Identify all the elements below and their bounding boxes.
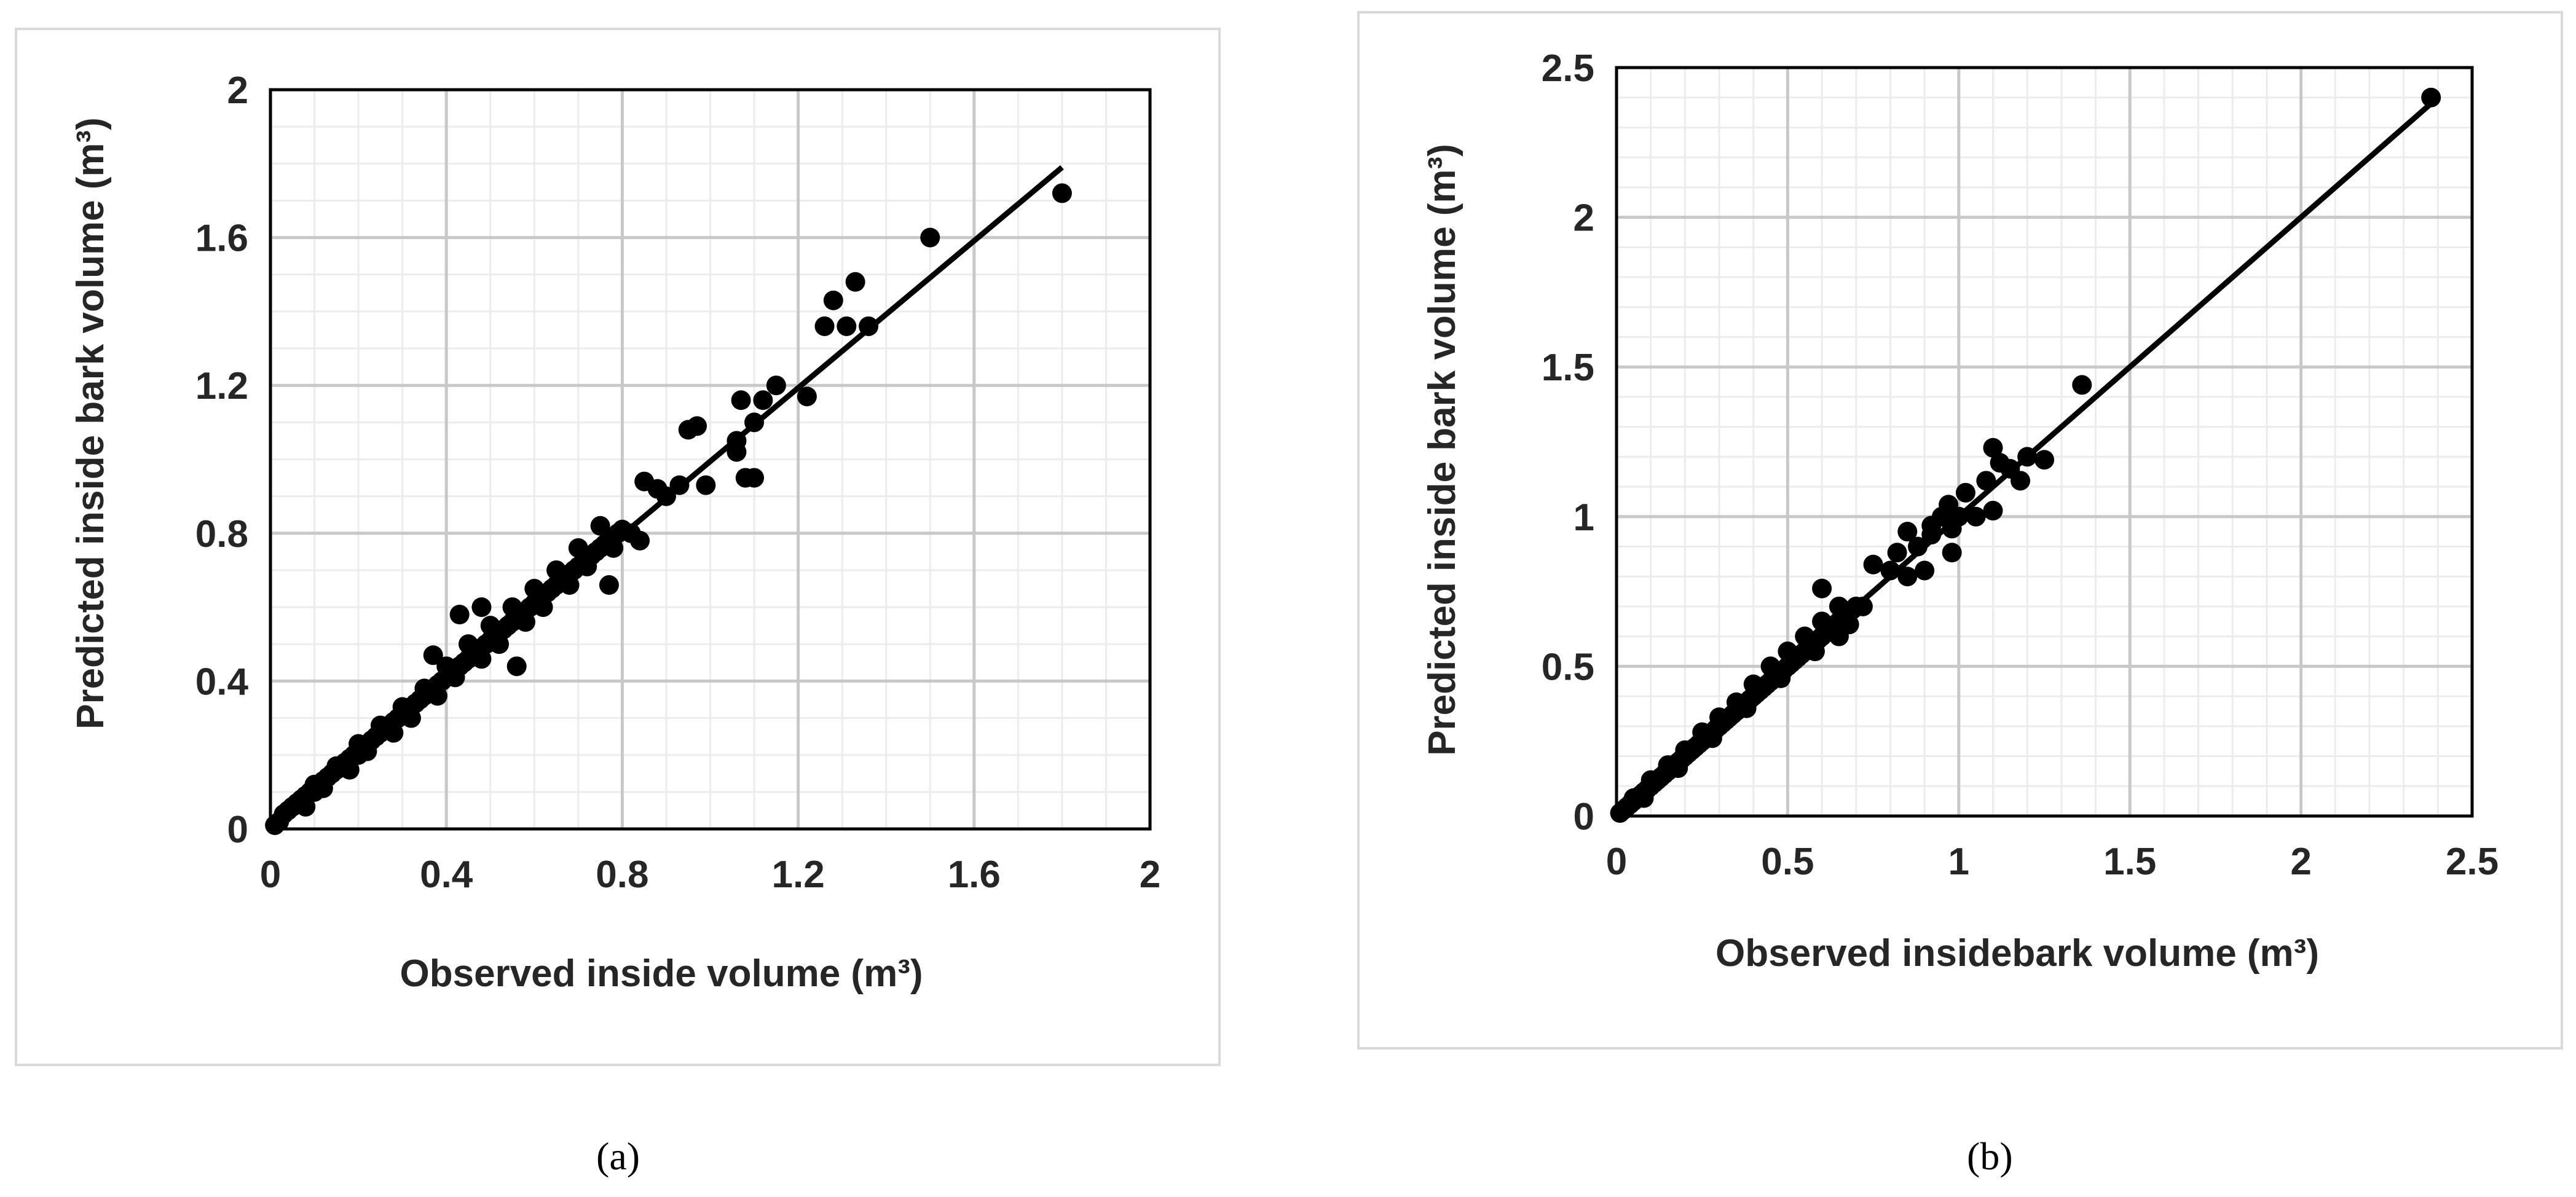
- data-point: [1052, 183, 1072, 203]
- data-point: [1863, 554, 1883, 575]
- data-point: [814, 316, 835, 336]
- y-axis-title-b: Predicted inside bark volume (m³): [1421, 144, 1463, 756]
- data-point: [471, 597, 492, 618]
- data-point: [449, 605, 470, 625]
- data-point: [502, 597, 522, 618]
- data-point: [823, 290, 843, 310]
- data-point: [480, 616, 500, 636]
- data-point: [1829, 596, 1849, 616]
- data-point: [1795, 626, 1815, 646]
- x-axis-title-b: Observed insidebark volume (m³): [1715, 932, 2319, 975]
- x-tick-label: 2: [1140, 854, 1160, 896]
- grid-b: [1617, 68, 2472, 816]
- chart-panel-b: 0 0 0.5 0.5 1 1 1.5 1.5 2 2 2.5 2.5 Observed inside…: [1357, 11, 2563, 1050]
- fit-line-b: [1615, 95, 2440, 818]
- x-tick-label: 1: [1948, 841, 1969, 883]
- y-tick-label: 0.8: [195, 513, 248, 555]
- data-point: [1778, 642, 1798, 662]
- y-tick-label: 0: [227, 809, 248, 851]
- data-point: [458, 634, 478, 654]
- data-point: [630, 530, 650, 551]
- data-point: [2011, 471, 2031, 491]
- x-tick-label: 0.4: [420, 854, 473, 896]
- y-tick-label: 2: [1574, 197, 1594, 240]
- x-tick-label: 0.8: [596, 854, 648, 896]
- x-axis-title-a: Observed inside volume (m³): [400, 952, 923, 995]
- data-point: [744, 468, 765, 488]
- data-point: [766, 375, 786, 396]
- data-point: [506, 656, 527, 677]
- data-point: [1942, 543, 1962, 563]
- fit-line-a: [269, 165, 1064, 831]
- data-point: [1921, 516, 1942, 536]
- data-point: [1812, 611, 1832, 632]
- y-axis-title-a: Predicted inside bark volume (m³): [69, 117, 112, 729]
- data-point: [1955, 482, 1975, 503]
- data-point: [837, 316, 857, 336]
- data-point: [1897, 522, 1918, 542]
- data-point: [2034, 450, 2054, 470]
- data-point: [1887, 543, 1907, 563]
- data-point: [1983, 438, 2003, 458]
- data-point: [590, 516, 610, 536]
- y-tick-label: 1.6: [195, 218, 248, 260]
- data-point: [647, 479, 668, 499]
- tick-labels-b: 00 0.5 0.5 1 1 1.5 1.5 2 2 2.5 2.5: [1542, 47, 2499, 883]
- plot-frame: [269, 88, 1152, 831]
- data-points-a: [265, 183, 1072, 835]
- x-tick-label: 2.5: [2446, 841, 2499, 883]
- y-tick-label: 1: [1574, 496, 1594, 539]
- data-point: [696, 475, 716, 495]
- x-tick-label: 1.6: [948, 854, 1001, 896]
- scatter-chart-a: 00 0.4 0.4 0.8 0.8 1.2 1.2 1.6 1.6 2 2 Observed in…: [69, 69, 1160, 995]
- fit-line: [1615, 95, 2440, 818]
- y-tick-label: 0.5: [1542, 646, 1594, 688]
- y-tick-label: 2.5: [1542, 47, 1594, 90]
- scatter-chart-b: 00 0.5 0.5 1 1 1.5 1.5 2 2 2.5 2.5 Observed inside…: [1421, 47, 2499, 975]
- axes-a: [269, 88, 1152, 831]
- data-point: [2072, 375, 2092, 395]
- data-point: [1966, 506, 1986, 527]
- data-point: [546, 560, 567, 580]
- data-point: [1983, 501, 2003, 521]
- data-point: [687, 416, 707, 436]
- data-point: [1812, 578, 1832, 598]
- data-point: [731, 390, 751, 410]
- x-tick-label: 1.2: [771, 854, 824, 896]
- plot-frame: [1615, 66, 2474, 818]
- data-point: [524, 579, 545, 599]
- data-point: [1829, 626, 1849, 646]
- data-point: [599, 575, 619, 595]
- data-point: [753, 390, 773, 410]
- data-point: [920, 227, 940, 248]
- data-point: [1915, 560, 1935, 581]
- data-point: [797, 387, 817, 407]
- data-point: [423, 645, 443, 665]
- chart-panel-a: 0 0 0.4 0.4 0.8 0.8 1.2 1.2 1.6 1.6 2 2 Observed in…: [15, 28, 1221, 1066]
- data-point: [1897, 567, 1918, 587]
- x-tick-label: 0: [1606, 841, 1627, 883]
- fit-line: [269, 165, 1064, 831]
- axes-b: [1615, 66, 2474, 818]
- y-tick-label: 0: [1574, 796, 1594, 838]
- y-tick-label: 1.5: [1542, 347, 1594, 389]
- x-tick-label: 1.5: [2103, 841, 2156, 883]
- y-tick-label: 1.2: [195, 365, 248, 407]
- caption-b: (b): [1967, 1134, 2013, 1178]
- data-point: [568, 538, 588, 558]
- tick-labels-a: 00 0.4 0.4 0.8 0.8 1.2 1.2 1.6 1.6 2 2: [195, 69, 1160, 896]
- x-tick-label: 0.5: [1761, 841, 1814, 883]
- y-tick-label: 2: [227, 69, 248, 112]
- x-tick-label: 2: [2290, 841, 2311, 883]
- data-point: [845, 272, 865, 292]
- x-tick-label: 0: [260, 854, 281, 896]
- caption-a: (a): [596, 1134, 640, 1178]
- y-tick-label: 0.4: [195, 661, 249, 703]
